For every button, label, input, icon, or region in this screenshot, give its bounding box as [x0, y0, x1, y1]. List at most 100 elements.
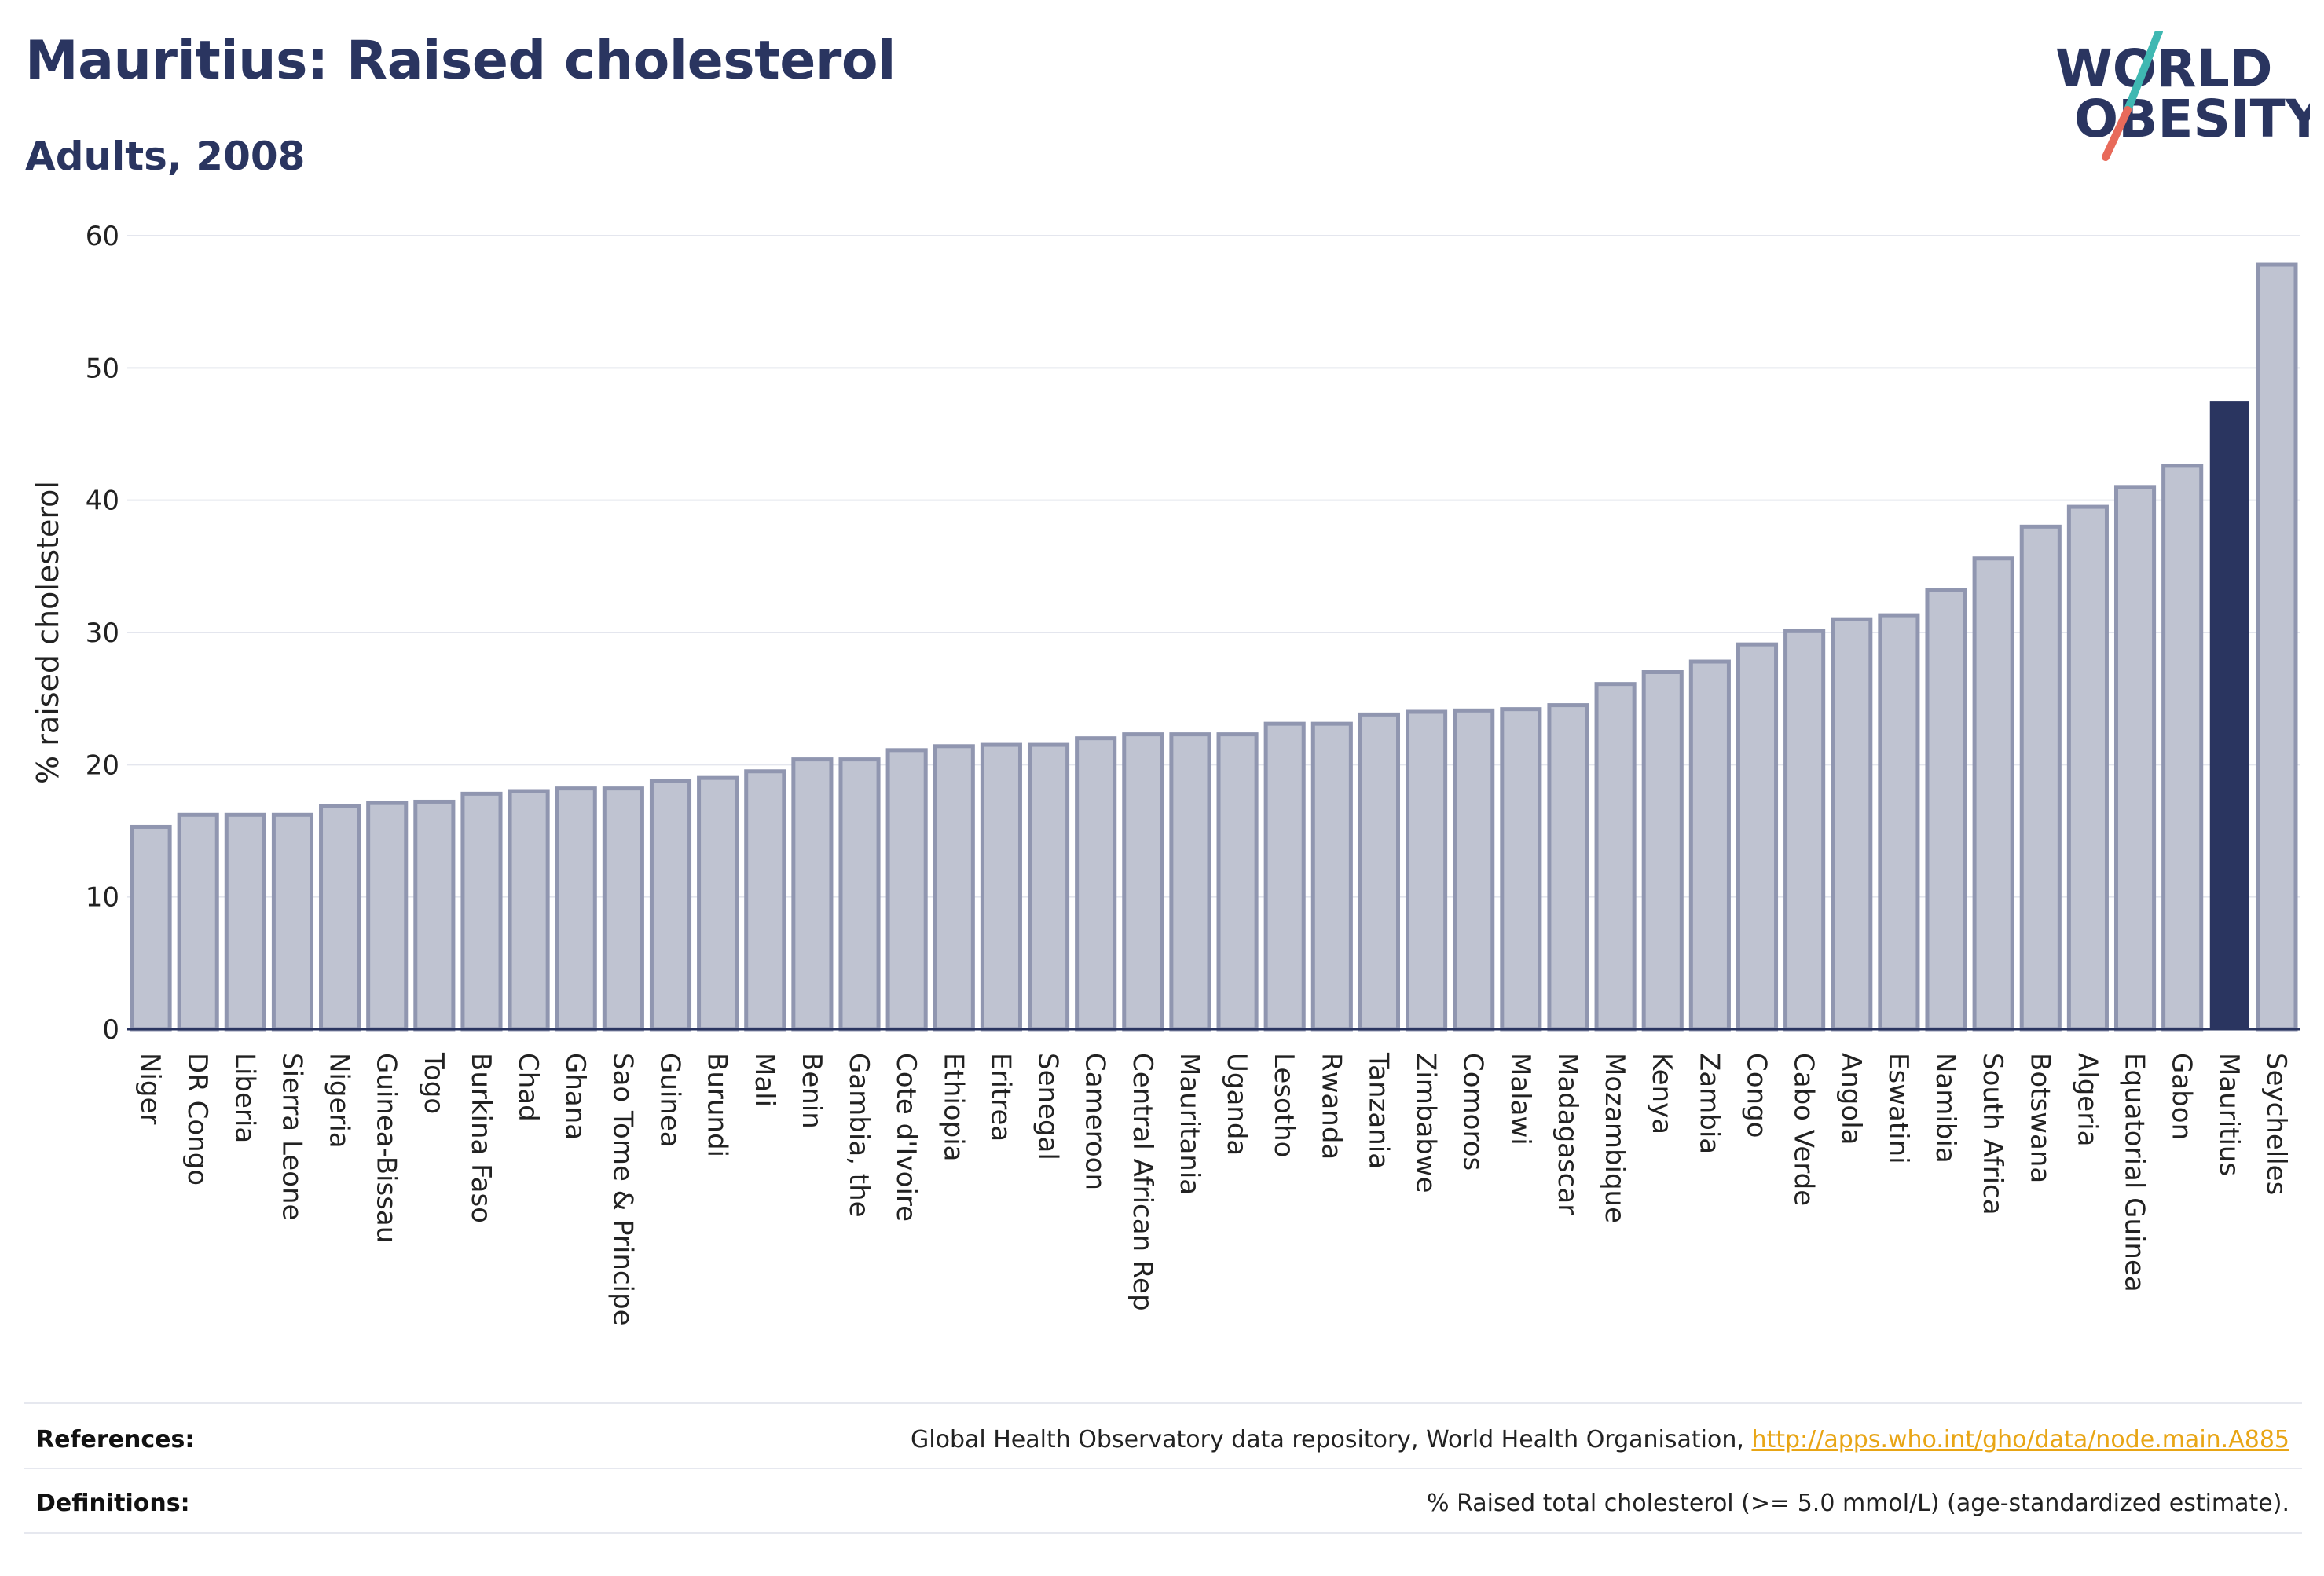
bar-zimbabwe [1406, 709, 1448, 1032]
x-tick-label: Botswana [2024, 1053, 2055, 1183]
x-tick-label: Malawi [1505, 1053, 1536, 1145]
bar-cote-d-ivoire [885, 748, 928, 1032]
x-tick-label: Angola [1835, 1053, 1867, 1145]
footer-divider-top [24, 1402, 2302, 1404]
bar-burkina-faso [460, 791, 503, 1032]
bar-senegal [1027, 742, 1070, 1032]
y-tick-label: 50 [86, 353, 119, 384]
x-tick-label: South Africa [1977, 1053, 2008, 1215]
x-tick-label: Namibia [1930, 1053, 1961, 1164]
x-tick-label: Sao Tome & Principe [607, 1053, 638, 1326]
bar-guinea [649, 779, 692, 1032]
bar-comoros [1453, 708, 1495, 1032]
bar-cabo-verde [1783, 629, 1826, 1032]
x-tick-label: Tanzania [1362, 1052, 1394, 1169]
references-label: References: [36, 1426, 195, 1453]
bar-madagascar [1547, 703, 1589, 1032]
y-tick-label: 10 [86, 882, 119, 914]
bar-mali [744, 769, 786, 1032]
bar-south-africa [1972, 556, 2014, 1032]
bar-gabon [2161, 464, 2204, 1032]
x-tick-label: Burkina Faso [465, 1053, 497, 1223]
bar-kenya [1641, 670, 1684, 1032]
x-tick-label: Mauritius [2213, 1053, 2245, 1176]
x-tick-label: Seychelles [2260, 1053, 2292, 1195]
x-tick-label: Burundi [702, 1053, 733, 1157]
y-tick-label: 20 [86, 750, 119, 781]
y-tick-label: 60 [86, 221, 119, 252]
x-tick-label: Mali [749, 1053, 780, 1107]
x-tick-label: Guinea-Bissau [371, 1053, 402, 1243]
bar-guinea-bissau [366, 801, 409, 1032]
x-tick-label: Benin [796, 1053, 827, 1129]
x-tick-label: Rwanda [1315, 1053, 1347, 1160]
bar-cameroon [1075, 736, 1117, 1032]
x-tick-label: Lesotho [1268, 1053, 1299, 1157]
bar-nigeria [319, 804, 361, 1032]
bar-chad [508, 789, 550, 1032]
x-tick-label: Algeria [2071, 1053, 2102, 1146]
x-tick-label: Mozambique [1599, 1053, 1630, 1223]
logo-slash-bottom [2102, 106, 2132, 161]
x-tick-label: Cabo Verde [1788, 1053, 1820, 1206]
footer-divider-bottom [24, 1532, 2302, 1534]
x-tick-label: Uganda [1221, 1053, 1252, 1156]
references-text: Global Health Observatory data repositor… [911, 1426, 2289, 1453]
bar-ethiopia [933, 744, 975, 1032]
references-source: Global Health Observatory data repositor… [911, 1426, 1752, 1453]
bar-benin [791, 757, 834, 1032]
references-link[interactable]: http://apps.who.int/gho/data/node.main.A… [1751, 1426, 2289, 1453]
x-tick-label: Sierra Leone [276, 1053, 307, 1220]
bar-lesotho [1263, 721, 1306, 1032]
x-tick-label: Central African Rep [1127, 1053, 1158, 1311]
bar-zambia [1688, 659, 1731, 1032]
bar-niger [130, 824, 172, 1032]
definitions-text: % Raised total cholesterol (>= 5.0 mmol/… [1427, 1490, 2289, 1517]
x-tick-label: Cameroon [1080, 1053, 1111, 1190]
x-tick-label: Liberia [229, 1053, 260, 1143]
bar-sierra-leone [271, 812, 314, 1032]
bar-liberia [224, 812, 266, 1032]
x-tick-label: Kenya [1646, 1053, 1677, 1134]
chart-subtitle: Adults, 2008 [25, 134, 306, 179]
logo-line-1: WORLD [2055, 38, 2273, 99]
bar-eritrea [980, 742, 1022, 1032]
bar-equatorial-guinea [2113, 485, 2157, 1032]
x-tick-label: Eswatini [1882, 1053, 1914, 1164]
bar-burundi [697, 775, 739, 1032]
x-tick-label: Chad [512, 1053, 544, 1122]
bar-algeria [2066, 504, 2109, 1032]
bar-tanzania [1358, 712, 1401, 1032]
x-tick-label: Zambia [1693, 1053, 1725, 1154]
bar-uganda [1216, 732, 1259, 1032]
x-tick-label: Nigeria [324, 1053, 355, 1149]
x-tick-label: Gabon [2166, 1053, 2198, 1140]
x-tick-label: Eritrea [984, 1053, 1016, 1142]
bar-botswana [2019, 524, 2062, 1032]
x-tick-label: Niger [134, 1053, 166, 1124]
bar-seychelles [2256, 262, 2298, 1032]
x-tick-label: Ethiopia [937, 1053, 969, 1161]
bar-namibia [1925, 588, 1967, 1032]
y-axis-label: % raised cholesterol [31, 481, 65, 784]
x-tick-label: Senegal [1032, 1053, 1064, 1160]
bar-chart: 0 10 20 30 40 50 60 % raised cholesterol Niger DR… [31, 221, 2300, 1326]
bar-congo [1736, 642, 1779, 1032]
bar-mauritania [1169, 732, 1211, 1032]
y-tick-label: 40 [86, 486, 119, 517]
x-tick-label: DR Congo [181, 1053, 213, 1186]
bar-dr-congo [177, 812, 219, 1032]
x-tick-label: Cote d'Ivoire [890, 1053, 922, 1222]
x-tick-label: Congo [1741, 1053, 1772, 1138]
x-tick-label: Mauritania [1174, 1053, 1205, 1195]
bar-central-african-rep [1122, 732, 1164, 1032]
bar-sao-tome-principe [602, 786, 644, 1032]
bar-togo [413, 799, 456, 1032]
bar-mauritius [2209, 401, 2249, 1030]
bar-rwanda [1310, 721, 1353, 1032]
bar-angola [1831, 617, 1873, 1032]
x-tick-label: Equatorial Guinea [2119, 1053, 2150, 1292]
x-tick-label: Ghana [559, 1053, 591, 1140]
bar-eswatini [1878, 613, 1920, 1032]
x-tick-label: Gambia, the [843, 1053, 874, 1218]
